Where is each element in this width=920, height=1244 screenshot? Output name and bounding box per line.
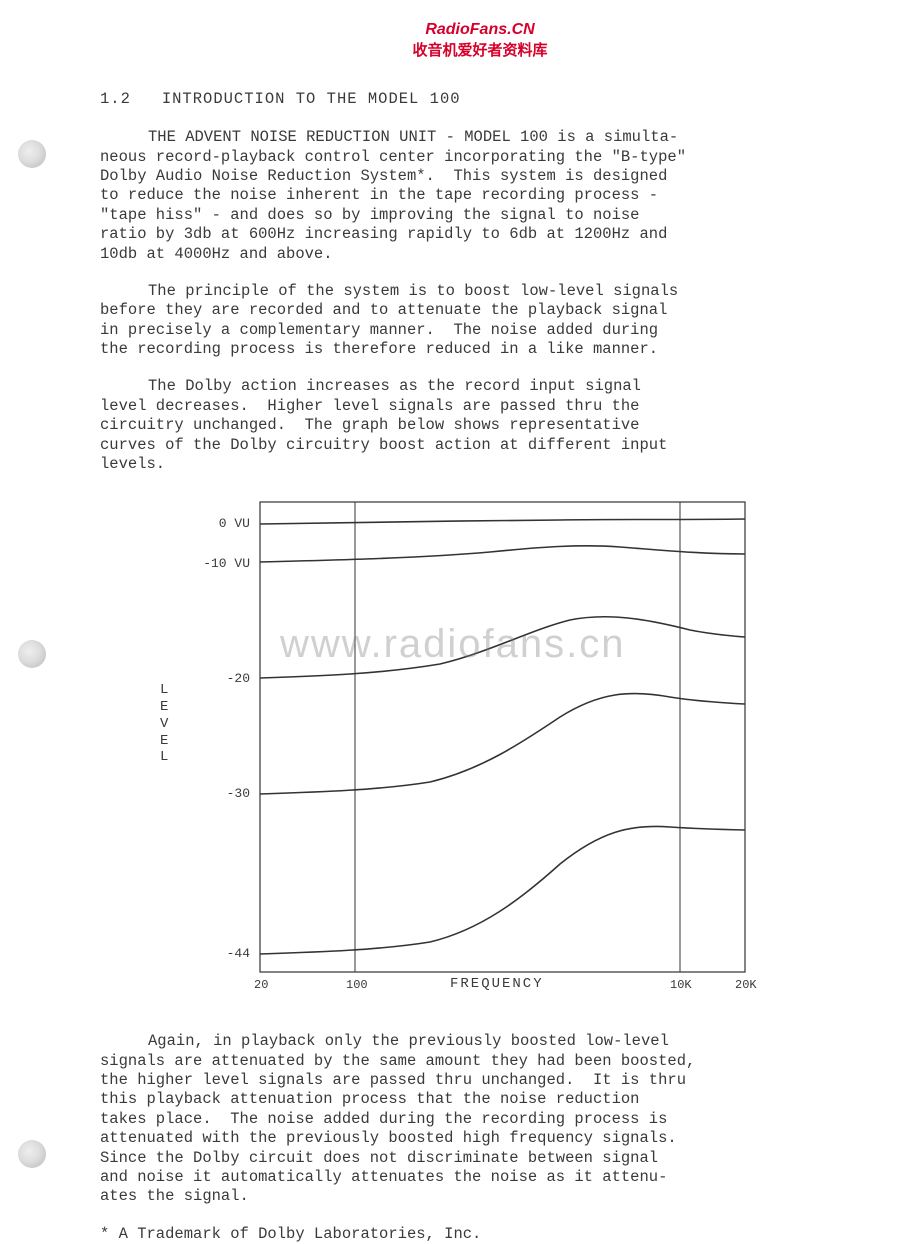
- curve--44: [260, 827, 745, 955]
- header-line-1: RadioFans.CN: [100, 20, 860, 41]
- paragraph-2: The principle of the system is to boost …: [100, 282, 860, 360]
- punch-hole: [18, 140, 46, 168]
- xtick-2: 10K: [670, 978, 692, 992]
- paragraph-1: THE ADVENT NOISE REDUCTION UNIT - MODEL …: [100, 128, 860, 264]
- curve--10-vu: [260, 546, 745, 562]
- x-axis-label: FREQUENCY: [450, 976, 544, 992]
- xtick-0: 20: [254, 978, 268, 992]
- curve--20: [260, 617, 745, 678]
- curve-0-vu: [260, 519, 745, 524]
- paragraph-3: The Dolby action increases as the record…: [100, 377, 860, 474]
- chart-svg: [160, 492, 860, 1012]
- section-heading: INTRODUCTION TO THE MODEL 100: [162, 90, 461, 108]
- curve--30: [260, 694, 745, 794]
- section-number: 1.2: [100, 90, 131, 108]
- xtick-1: 100: [346, 978, 368, 992]
- xtick-3: 20K: [735, 978, 757, 992]
- footnote: * A Trademark of Dolby Laboratories, Inc…: [100, 1225, 860, 1244]
- punch-hole: [18, 1140, 46, 1168]
- header-line-2: 收音机爱好者资料库: [100, 41, 860, 61]
- paragraph-4: Again, in playback only the previously b…: [100, 1032, 860, 1206]
- section-title: 1.2 INTRODUCTION TO THE MODEL 100: [100, 90, 860, 108]
- dolby-boost-chart: L E V E L 0 VU -10 VU -20 -30 -44 www.ra…: [160, 492, 860, 1012]
- page-header-watermark: RadioFans.CN 收音机爱好者资料库: [100, 20, 860, 60]
- punch-hole: [18, 640, 46, 668]
